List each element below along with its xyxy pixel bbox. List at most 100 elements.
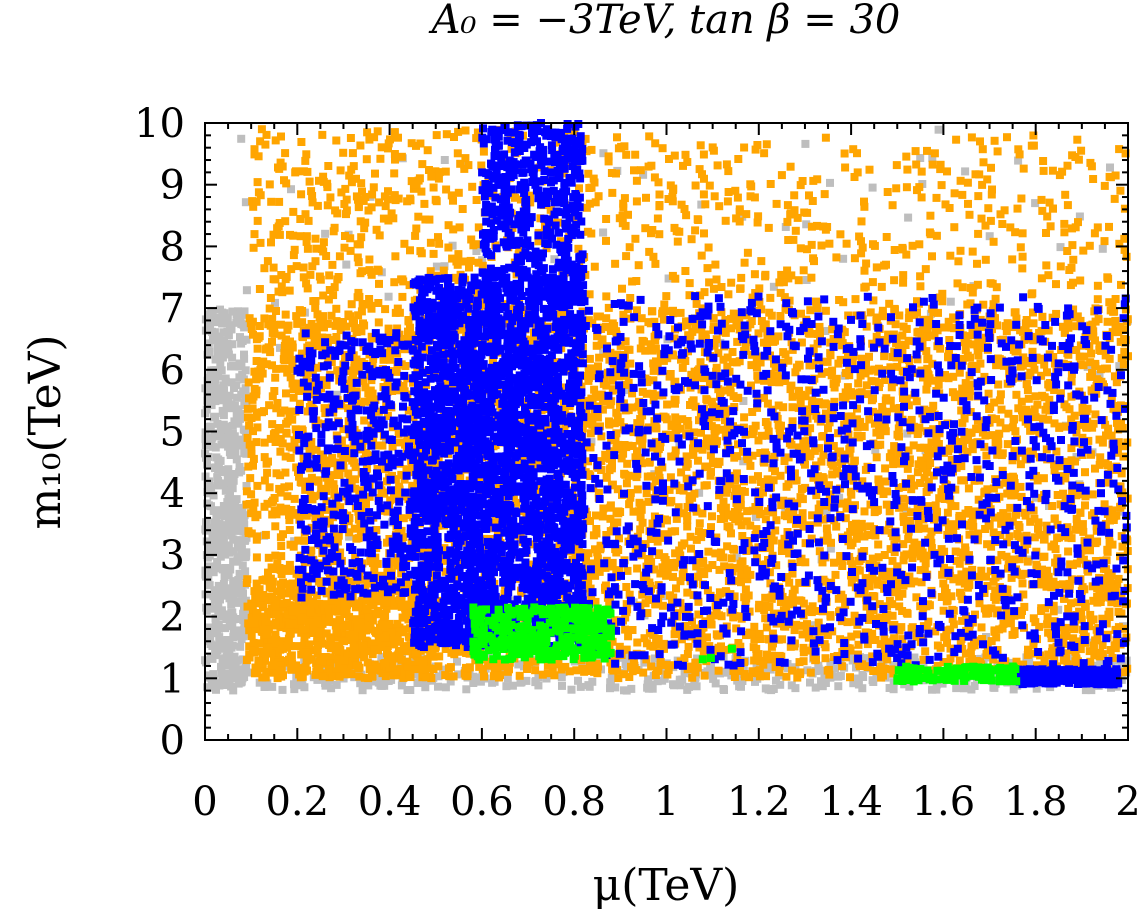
point-orange	[957, 462, 966, 471]
point-orange	[720, 562, 729, 571]
point-gray	[711, 679, 720, 688]
point-orange	[370, 566, 379, 575]
point-orange	[728, 348, 737, 356]
point-gray	[204, 391, 213, 400]
point-orange	[671, 399, 679, 408]
point-orange	[1042, 574, 1051, 583]
point-orange	[968, 325, 977, 334]
point-orange	[794, 443, 803, 452]
point-gray	[242, 449, 251, 458]
point-orange	[895, 432, 903, 441]
point-gray	[871, 446, 880, 455]
point-orange	[1038, 570, 1047, 579]
point-orange	[863, 640, 872, 649]
point-orange	[844, 352, 852, 361]
point-gray	[235, 553, 244, 562]
point-orange	[880, 635, 889, 644]
point-orange	[695, 527, 703, 536]
point-orange	[895, 626, 904, 635]
point-gray	[214, 620, 223, 629]
point-orange	[633, 638, 642, 647]
point-orange	[922, 468, 931, 477]
point-orange	[622, 600, 631, 609]
point-orange	[386, 382, 395, 391]
point-orange	[771, 363, 780, 372]
point-orange	[360, 416, 369, 425]
point-orange	[830, 558, 838, 567]
point-orange	[307, 438, 316, 446]
point-orange	[944, 447, 953, 456]
point-gray	[229, 476, 238, 485]
point-orange	[867, 377, 876, 386]
point-gray	[203, 460, 211, 469]
point-orange	[880, 642, 889, 651]
point-orange	[1113, 599, 1122, 608]
point-orange	[277, 570, 286, 578]
point-gray	[205, 347, 214, 356]
point-orange	[929, 425, 938, 434]
point-orange	[963, 351, 972, 360]
point-gray	[811, 667, 820, 675]
point-orange	[285, 560, 294, 569]
point-orange	[929, 308, 938, 317]
point-gray	[205, 581, 214, 590]
point-orange	[671, 527, 680, 536]
point-orange	[358, 486, 367, 495]
point-orange	[714, 385, 723, 394]
point-orange	[399, 642, 408, 651]
point-orange	[703, 463, 712, 472]
point-orange	[813, 518, 822, 527]
point-orange	[880, 526, 889, 535]
point-orange	[761, 515, 770, 524]
point-orange	[638, 518, 647, 527]
point-gray	[839, 254, 848, 263]
point-gray	[215, 537, 224, 546]
point-orange	[721, 432, 730, 441]
point-orange	[741, 598, 750, 607]
point-orange	[683, 459, 692, 468]
point-orange	[1022, 380, 1031, 389]
point-orange	[337, 436, 346, 445]
point-gray	[235, 569, 244, 578]
point-orange	[637, 314, 646, 323]
point-orange	[1105, 613, 1114, 621]
point-orange	[1015, 555, 1024, 564]
point-orange	[804, 633, 813, 642]
point-orange	[397, 569, 406, 578]
point-gray	[203, 376, 212, 385]
point-orange	[779, 358, 788, 367]
point-orange	[689, 437, 698, 446]
point-orange	[853, 423, 862, 432]
point-orange	[245, 421, 254, 430]
point-orange	[266, 434, 275, 443]
point-orange	[360, 321, 369, 330]
point-orange	[721, 587, 730, 596]
point-gray	[834, 682, 843, 691]
point-gray	[224, 350, 233, 359]
point-orange	[598, 512, 607, 521]
point-gray	[440, 262, 449, 271]
point-gray	[228, 421, 237, 430]
point-orange	[596, 543, 605, 552]
point-orange	[947, 592, 956, 601]
point-orange	[702, 481, 711, 490]
point-orange	[407, 468, 416, 476]
point-orange	[1018, 413, 1027, 422]
point-orange	[1108, 540, 1117, 549]
point-orange	[1014, 404, 1023, 413]
point-orange	[289, 542, 298, 551]
point-orange	[324, 479, 333, 488]
point-orange	[907, 485, 916, 494]
point-gray	[955, 678, 963, 687]
point-gray	[209, 335, 217, 344]
point-orange	[367, 332, 376, 341]
point-orange	[944, 374, 953, 383]
point-orange	[648, 482, 657, 491]
point-orange	[341, 351, 350, 360]
point-orange	[321, 409, 330, 418]
point-orange	[489, 672, 498, 681]
point-orange	[807, 534, 816, 543]
point-gray	[239, 589, 247, 598]
point-orange	[403, 435, 412, 444]
point-orange	[629, 507, 638, 516]
